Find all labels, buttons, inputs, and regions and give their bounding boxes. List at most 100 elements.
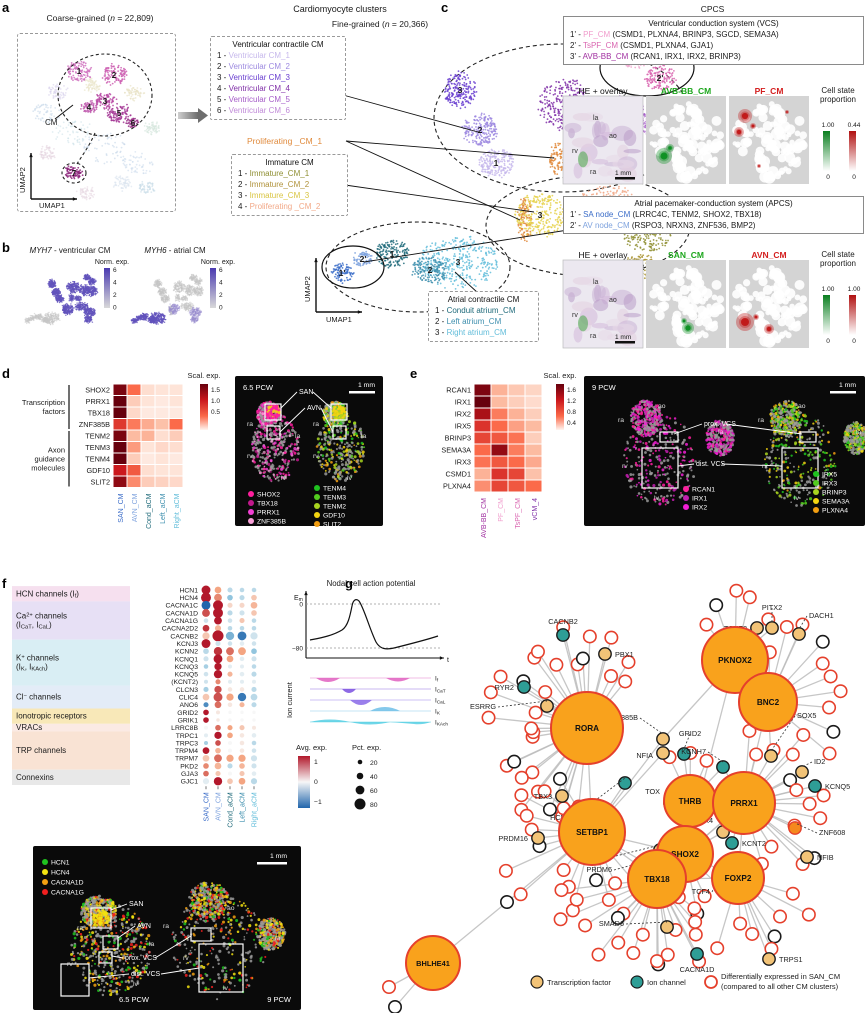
network-satellite [796,727,811,742]
colorbar-tick: 1.5 [211,387,220,394]
gene-label: CLIC4 [179,695,198,702]
dot [251,748,257,753]
network-hub-label: PKNOX2 [718,656,752,665]
network-node-label: SOX5 [797,711,816,720]
gene-label: (KCNT2) [171,679,198,686]
network-node-label: ID2 [814,757,825,766]
heatmap-cell [127,396,141,407]
network-satellite [524,721,539,736]
cluster-number: 2 [428,265,433,275]
atrial-box-title: Atrial contractile CM [447,295,520,304]
spatial-legend-item: IRX2 [692,505,707,512]
dot [240,710,244,715]
gene-label: GRIK1 [178,717,199,724]
heatmap-row-label: IRX3 [455,458,471,467]
dot [251,733,257,738]
dist-vcs-label: dist. VCS [131,971,161,978]
scalebar-label: 1 mm [615,170,631,177]
tissue-image [729,260,809,348]
pct-exp-tick: 20 [370,760,378,767]
panel-c-label: c [441,0,449,15]
network-satellite [589,873,604,888]
network-satellite [742,590,757,605]
cluster-list-item: 2 - Left atrium_CM [435,317,502,326]
dot [227,594,233,601]
legend-deg-line2: (compared to all other CM clusters) [721,982,839,991]
network-hub-RORA [550,691,624,765]
network-satellite [569,892,584,907]
colorbar-min: 0 [826,338,830,345]
dot [202,747,210,755]
heatmap-row-label: ZNF385B [79,420,110,429]
heatmap-cell [508,456,525,468]
network-satellite [801,907,816,922]
heatmap-cell [169,453,183,464]
dot [203,717,209,723]
network-node-label: ESRRG [470,702,496,711]
spatial-legend-item: CACNA1G [51,890,84,897]
cell-state-proportion-label: Cell state proportion [819,86,857,104]
network-satellite [822,700,837,715]
network-satellite [823,669,838,684]
network-node-SMAD6 [660,920,674,934]
heatmap-col-label: PF_CM [498,498,505,522]
dot [239,748,245,753]
anatomy-label: ao [658,403,666,410]
heatmap-cell [508,444,525,456]
network-satellite [687,901,702,916]
colorbar-max: 0.44 [847,122,861,129]
network-hub-SETBP1 [558,798,626,866]
channel-category-label: (IK, IKAch) [16,663,48,673]
network-node-ESRRG [540,699,554,713]
myh6-title: MYH6 - atrial CM [144,246,206,255]
marker-gene-line: 2' - AV node_CM (RSPO3, NRXN3, ZNF536, B… [570,221,756,230]
dot [203,763,209,769]
network-hub-label: SHOX2 [671,850,699,859]
spatial-legend-item: BRINP3 [822,490,847,497]
dot [203,702,209,708]
spatial-legend-item: SHOX2 [257,492,280,499]
umap2-axis-label: UMAP2 [18,167,27,193]
cluster-number: 3 [103,97,108,106]
overlay-header: AVN_CM [751,250,787,260]
network-node-label: DACH1 [809,611,834,620]
norm-exp-tick: 4 [113,280,117,287]
marker-gene-line: 3' - AVB-BB_CM (RCAN1, IRX1, IRX2, BRINP… [570,52,741,61]
network-satellite [618,674,633,689]
scalebar-label: 1 mm [358,382,375,389]
cluster-number: 7 [72,169,77,178]
norm-exp-title: Norm. exp. [201,259,235,266]
network-node-label: HCN1 [550,813,570,822]
colorbar-tick: 1.0 [211,398,220,405]
anatomy-label: ao [609,133,617,140]
colorbar-title: Scal. exp. [188,371,221,380]
cluster-number: 5 [117,109,122,118]
channel-category-label: HCN channels (If) [16,589,79,599]
ap-title: Nodal cell action potential [327,579,416,588]
dot [239,664,245,669]
legend-transcription-factor: Transcription factor [547,978,611,987]
dot [239,602,245,608]
anatomy-label: la [361,433,367,440]
heatmap-cell [491,432,508,444]
vcs-box: Ventricular conduction system (VCS) 1' -… [563,16,864,65]
network-hub-FOXP2 [711,851,765,905]
anatomy-label: rv [572,148,578,155]
network-hub-TBX18 [627,849,687,909]
heatmap-row-label: TBX18 [88,408,110,417]
overlay-header: HE + overlay [578,86,628,96]
network-satellite [764,839,779,854]
anatomy-label: lv [223,985,229,992]
dot [251,594,257,601]
colorbar-min: 0 [826,174,830,181]
network-satellite [688,914,703,929]
apcs-box-title: Atrial pacemaker-conduction system (APCS… [634,199,793,208]
anatomy-label: rv [572,312,578,319]
gene-label: CLCN3 [176,687,199,694]
spatial-legend-item: ZNF385B [257,519,287,526]
ap-tick-80: −80 [292,646,303,653]
heatmap-cell [155,384,169,395]
dot [251,671,257,677]
network-satellite [549,657,564,672]
network-satellite [604,669,619,684]
